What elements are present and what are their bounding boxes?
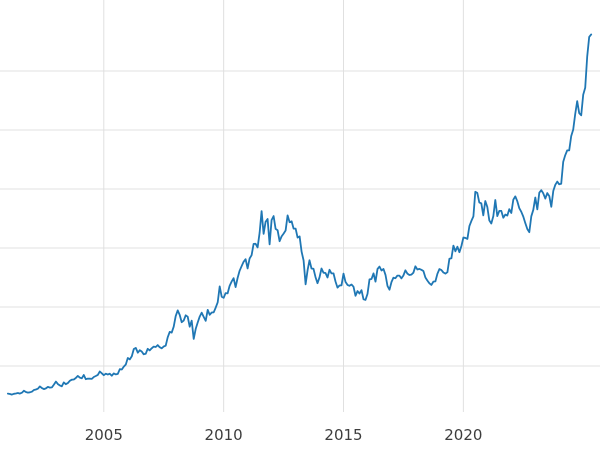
x-tick-label: 2015	[324, 426, 362, 444]
x-tick-label: 2010	[205, 426, 243, 444]
x-tick-label: 2005	[85, 426, 123, 444]
x-tick-label: 2020	[444, 426, 482, 444]
price-line	[7, 33, 593, 396]
